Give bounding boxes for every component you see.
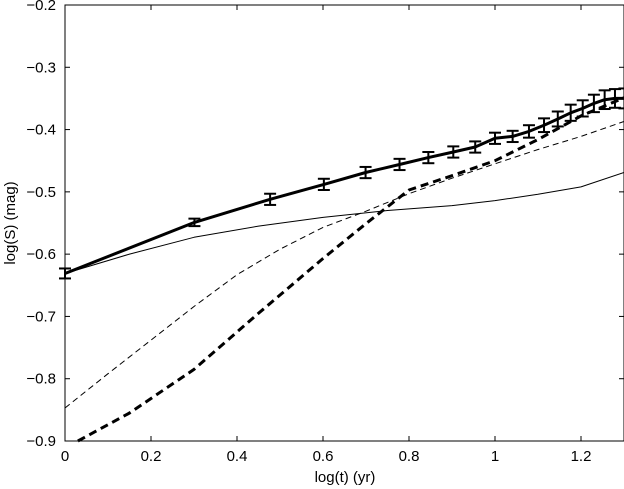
- y-axis-label: log(S) (mag): [2, 181, 19, 264]
- error-bar: [422, 150, 435, 165]
- error-bar: [264, 192, 277, 206]
- x-tick-label: 1.2: [571, 448, 592, 465]
- error-bar: [359, 165, 372, 180]
- x-tick-label: 1: [491, 448, 499, 465]
- y-tick-label: −0.2: [26, 0, 56, 14]
- y-tick-label: −0.3: [26, 59, 56, 76]
- error-bar: [489, 131, 501, 145]
- series-line-thin-solid: [64, 172, 624, 274]
- y-tick-label: −0.8: [26, 371, 56, 388]
- error-bar: [538, 117, 551, 134]
- x-tick-label: 0.8: [399, 448, 420, 465]
- error-bar: [618, 87, 624, 110]
- x-tick-label: 0.4: [227, 448, 248, 465]
- x-axis-label: log(t) (yr): [315, 469, 376, 486]
- error-bar: [469, 140, 482, 154]
- error-bar: [317, 177, 330, 191]
- plot-frame: [64, 4, 624, 442]
- error-bar: [447, 145, 460, 159]
- error-bar: [551, 110, 564, 128]
- series-layer: [59, 87, 624, 443]
- error-bar: [188, 217, 201, 228]
- series-line-thick-dashed: [77, 96, 624, 443]
- x-tick-label: 0.2: [141, 448, 162, 465]
- series-line-thick-solid-errorbars: [64, 96, 624, 275]
- error-bar: [522, 124, 535, 139]
- series-line-thin-dashed: [64, 121, 624, 409]
- error-bar: [393, 157, 406, 172]
- y-tick-label: −0.4: [26, 122, 56, 139]
- ticks-layer: 0 0.2 0.4 0.6 0.8 1 1.2 −0.9 −0.8 −0.7 −0.6 −0.5 −0.…: [26, 0, 624, 465]
- y-tick-label: −0.6: [26, 246, 56, 263]
- y-tick-label: −0.5: [26, 184, 56, 201]
- x-tick-label: 0.6: [313, 448, 334, 465]
- error-bar: [564, 103, 577, 122]
- y-tick-label: −0.9: [26, 433, 56, 450]
- y-tick-label: −0.7: [26, 308, 56, 325]
- error-bar: [506, 129, 519, 144]
- x-tick-label: 0: [61, 448, 69, 465]
